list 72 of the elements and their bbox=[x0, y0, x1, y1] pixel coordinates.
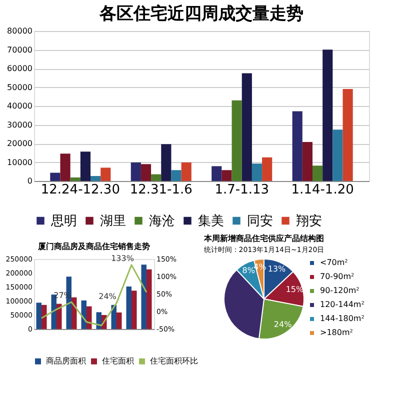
data-label: 24% bbox=[274, 320, 292, 329]
bar bbox=[60, 154, 70, 181]
data-label: 24% bbox=[98, 292, 117, 302]
y-tick-label: 60000 bbox=[7, 64, 32, 73]
bar bbox=[80, 152, 91, 181]
y-tick-label: 10000 bbox=[7, 158, 32, 167]
legend-label: 思明 bbox=[50, 214, 77, 229]
data-label: 13% bbox=[268, 264, 286, 274]
bar bbox=[146, 269, 152, 329]
x-tick-label: 12.31-1.6 bbox=[130, 182, 192, 198]
bar bbox=[132, 290, 137, 329]
bar bbox=[242, 73, 252, 181]
legend-label: 住宅面积 bbox=[102, 356, 134, 366]
legend-label: 90-120m² bbox=[320, 286, 360, 295]
bar bbox=[141, 264, 146, 329]
bar bbox=[292, 111, 302, 181]
y-tick-label: 50000 bbox=[7, 82, 32, 92]
x-tick-label: 1.14-1.20 bbox=[291, 182, 354, 198]
bar bbox=[342, 88, 353, 181]
bar bbox=[302, 142, 312, 181]
bar bbox=[72, 297, 77, 329]
legend-label: 120-144m² bbox=[320, 300, 364, 309]
legend-label: >180m² bbox=[320, 328, 353, 337]
bar bbox=[70, 177, 80, 181]
bar bbox=[262, 157, 272, 181]
x-tick-label: 1.7-1.13 bbox=[214, 182, 270, 198]
data-label: 8% bbox=[242, 266, 256, 275]
chart-title: 各区住宅近四周成交量走势 bbox=[98, 4, 304, 24]
bar bbox=[232, 100, 242, 181]
bar bbox=[181, 162, 192, 181]
y-tick-label: 40000 bbox=[7, 102, 32, 110]
legend-label: <70m² bbox=[320, 258, 348, 267]
bar bbox=[332, 130, 343, 181]
legend-label: 海沧 bbox=[149, 214, 175, 229]
line-series bbox=[40, 264, 148, 326]
bar bbox=[100, 168, 111, 181]
x-tick-label: 12.24-12.30 bbox=[40, 182, 120, 198]
bar bbox=[130, 162, 141, 181]
data-label: 133% bbox=[111, 254, 134, 263]
bar bbox=[90, 176, 101, 181]
y-tick-label: 20000 bbox=[7, 139, 32, 148]
legend-label: 湖里 bbox=[100, 214, 126, 229]
bar bbox=[161, 144, 172, 181]
bar bbox=[116, 312, 122, 329]
legend-label: 同安 bbox=[247, 212, 273, 229]
bar bbox=[212, 166, 222, 181]
legend-label: 商品房面积 bbox=[46, 356, 86, 366]
chart-title: 本周新增商品住宅供应产品结构图 bbox=[203, 233, 324, 243]
y-tick-label: 80000 bbox=[7, 26, 32, 36]
y-tick-label: 70000 bbox=[7, 45, 32, 54]
legend-label: 翔安 bbox=[296, 212, 322, 229]
bar bbox=[50, 172, 60, 181]
bar bbox=[42, 304, 47, 329]
legend-label: 集美 bbox=[198, 212, 224, 229]
bar bbox=[171, 170, 182, 181]
legend-label: 住宅面积环比 bbox=[150, 356, 198, 366]
bar bbox=[252, 164, 262, 181]
bar bbox=[322, 50, 333, 181]
legend-label: 70-90m² bbox=[320, 272, 354, 281]
bar bbox=[126, 286, 132, 329]
legend-label: 144-180m² bbox=[320, 314, 364, 323]
bar bbox=[36, 302, 42, 329]
bar bbox=[140, 164, 152, 181]
bar bbox=[86, 306, 92, 329]
y-tick-label: 30000 bbox=[7, 120, 32, 130]
bar bbox=[312, 166, 323, 181]
chart-title: 厦门商品房及商品住宅销售走势 bbox=[37, 240, 150, 251]
bar bbox=[151, 174, 162, 181]
bar bbox=[222, 170, 232, 181]
data-label: 15% bbox=[286, 285, 304, 294]
y-tick-label: 0 bbox=[27, 176, 32, 186]
bar bbox=[56, 304, 62, 329]
